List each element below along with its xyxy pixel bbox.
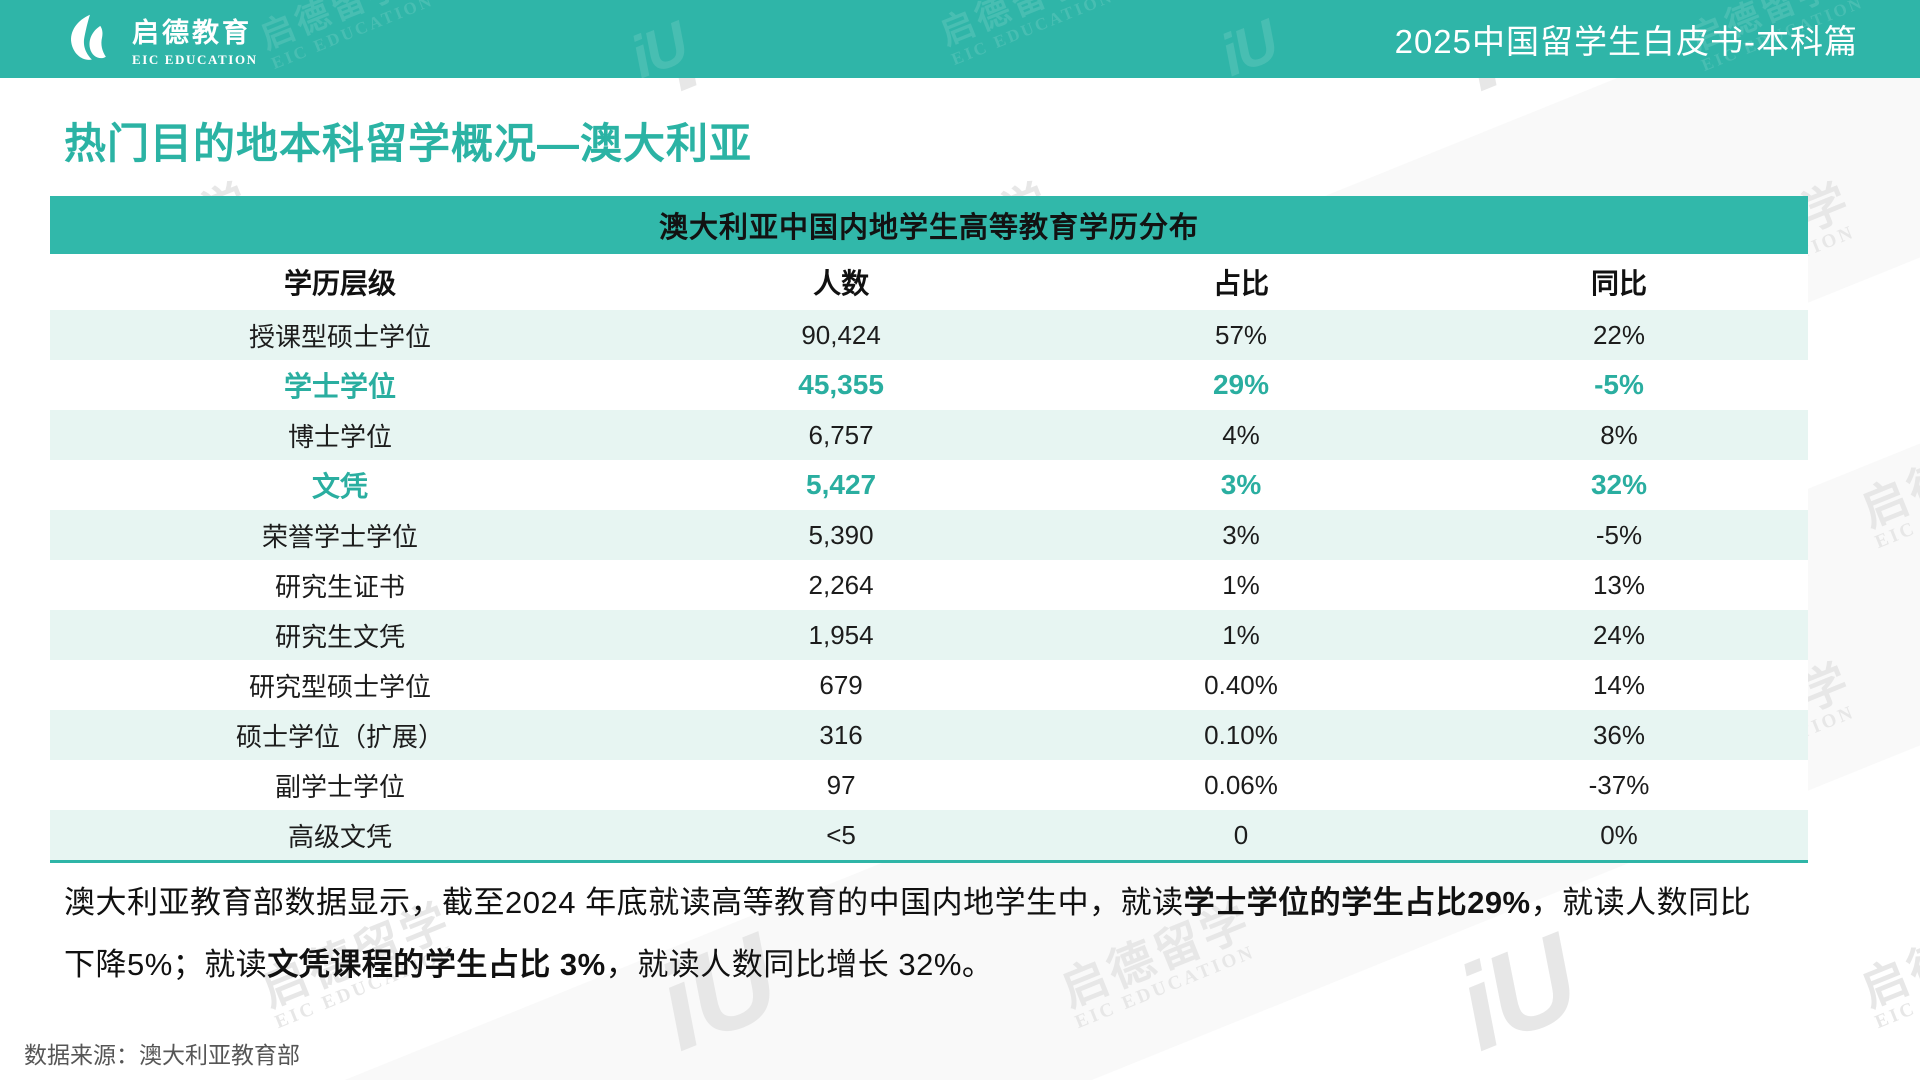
cell-share: 3% <box>1222 519 1260 550</box>
table-row: 学士学位 45,355 29% -5% <box>50 360 1808 410</box>
summary-highlight: 学士学位的学生占比29% <box>1183 885 1531 920</box>
table-row: 荣誉学士学位 5,390 3% -5% <box>50 510 1808 560</box>
cell-level: 副学士学位 <box>275 771 406 802</box>
eic-logo-icon <box>71 14 106 60</box>
cell-count: 5,427 <box>806 469 877 500</box>
data-source: 数据来源：澳大利亚教育部 <box>24 1042 300 1068</box>
table-row: 硕士学位（扩展） 316 0.10% 36% <box>50 710 1808 760</box>
cell-yoy: 24% <box>1592 619 1645 650</box>
table-header-row: 学历层级 人数 占比 同比 <box>50 254 1808 310</box>
cell-share: 1% <box>1222 619 1260 650</box>
column-header-1: 人数 <box>813 268 870 299</box>
brand-name-zh: 启德教育 <box>132 17 252 48</box>
cell-count: 1,954 <box>808 619 874 650</box>
cell-level: 博士学位 <box>288 421 393 452</box>
cell-share: 0.06% <box>1204 769 1278 800</box>
watermark-logo: iU <box>1210 7 1285 78</box>
cell-yoy: 32% <box>1590 469 1647 500</box>
cell-count: 90,424 <box>801 319 881 350</box>
cell-yoy: 8% <box>1600 419 1638 450</box>
cell-share: 0.10% <box>1204 719 1278 750</box>
cell-level: 研究生证书 <box>275 571 406 602</box>
edition-title: 2025中国留学生白皮书-本科篇 <box>1394 23 1858 60</box>
brand-logo: 启德教育 EIC EDUCATION <box>62 11 258 68</box>
cell-share: 57% <box>1214 319 1268 350</box>
cell-count: 316 <box>819 719 863 750</box>
cell-count: 6,757 <box>808 419 874 450</box>
cell-share: 0.40% <box>1204 669 1278 700</box>
cell-level: 高级文凭 <box>288 821 393 852</box>
brand-name-en: EIC EDUCATION <box>132 51 258 67</box>
column-header-0: 学历层级 <box>284 268 397 299</box>
degree-distribution-table: 澳大利亚中国内地学生高等教育学历分布 学历层级 人数 占比 同比 授课型硕士学位 90,… <box>50 196 1808 863</box>
table-title: 澳大利亚中国内地学生高等教育学历分布 <box>50 196 1808 254</box>
cell-share: 4% <box>1222 419 1260 450</box>
cell-count: 679 <box>819 669 863 700</box>
table-body: 授课型硕士学位 90,424 57% 22% 学士学位 45,355 29% -5% 博士学位 6… <box>50 310 1808 860</box>
cell-share: 0 <box>1233 819 1249 850</box>
watermark-logo: iU <box>620 9 695 78</box>
watermark-text-en: EIC EDUCATION <box>1872 462 1920 554</box>
cell-yoy: -5% <box>1595 519 1643 550</box>
top-brand-bar: 启德留学 EIC EDUCATION iU 启德留学 EIC EDUCATION iU 启德… <box>0 0 1920 78</box>
cell-share: 1% <box>1222 569 1260 600</box>
cell-yoy: 22% <box>1592 319 1645 350</box>
watermark-text-zh: 启德留学 <box>1853 893 1920 1017</box>
page-title: 热门目的地本科留学概况—澳大利亚 <box>64 120 753 167</box>
cell-yoy: -37% <box>1588 769 1650 800</box>
table-row: 研究生证书 2,264 1% 13% <box>50 560 1808 610</box>
summary-text: 下降5%；就读 <box>64 947 268 982</box>
cell-count: 45,355 <box>798 369 884 400</box>
column-header-2: 占比 <box>1213 268 1270 299</box>
cell-level: 授课型硕士学位 <box>249 321 432 352</box>
cell-yoy: 0% <box>1600 819 1638 850</box>
table-row: 博士学位 6,757 4% 8% <box>50 410 1808 460</box>
cell-level: 文凭 <box>312 471 369 502</box>
cell-count: 5,390 <box>808 519 874 550</box>
cell-level: 荣誉学士学位 <box>262 521 419 552</box>
table-bottom-border <box>50 860 1808 863</box>
watermark-text-en: EIC EDUCATION <box>1872 942 1920 1034</box>
cell-yoy: -5% <box>1594 369 1644 400</box>
cell-yoy: 36% <box>1592 719 1645 750</box>
cell-count: 97 <box>826 769 856 800</box>
cell-level: 研究生文凭 <box>275 621 406 652</box>
summary-text: ，就读人数同比 <box>1530 885 1752 920</box>
cell-count: <5 <box>826 819 856 850</box>
cell-level: 硕士学位（扩展） <box>236 721 445 752</box>
cell-yoy: 13% <box>1592 569 1645 600</box>
table-row: 授课型硕士学位 90,424 57% 22% <box>50 310 1808 360</box>
table-row: 副学士学位 97 0.06% -37% <box>50 760 1808 810</box>
table-row: 文凭 5,427 3% 32% <box>50 460 1808 510</box>
summary-text: ，就读人数同比增长 32%。 <box>605 947 994 982</box>
cell-level: 研究型硕士学位 <box>249 671 432 702</box>
summary-text: 澳大利亚教育部数据显示，截至2024 年底就读高等教育的中国内地学生中，就读 <box>64 885 1184 920</box>
summary-highlight: 文凭课程的学生占比 3% <box>267 947 606 982</box>
table-row: 高级文凭 <5 0 0% <box>50 810 1808 860</box>
cell-share: 3% <box>1220 469 1262 500</box>
column-header-3: 同比 <box>1590 268 1647 299</box>
table-row: 研究型硕士学位 679 0.40% 14% <box>50 660 1808 710</box>
cell-share: 29% <box>1212 369 1270 400</box>
cell-yoy: 14% <box>1592 669 1645 700</box>
cell-count: 2,264 <box>808 569 874 600</box>
watermark-text-zh: 启德留学 <box>1853 413 1920 537</box>
table-row: 研究生文凭 1,954 1% 24% <box>50 610 1808 660</box>
cell-level: 学士学位 <box>284 371 397 402</box>
brand-text: 启德教育 EIC EDUCATION <box>132 11 258 68</box>
summary-paragraph: 澳大利亚教育部数据显示，截至2024 年底就读高等教育的中国内地学生中，就读学士… <box>64 872 1824 996</box>
